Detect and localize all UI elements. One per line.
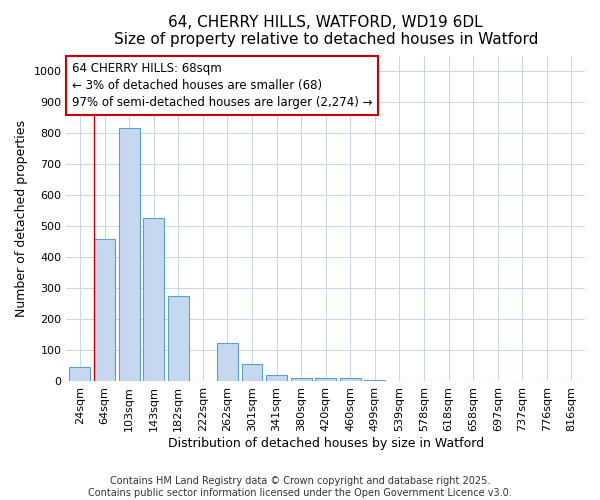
Bar xyxy=(119,128,140,382)
Text: Contains HM Land Registry data © Crown copyright and database right 2025.
Contai: Contains HM Land Registry data © Crown c… xyxy=(88,476,512,498)
Bar xyxy=(266,374,287,382)
Bar xyxy=(413,381,434,382)
Title: 64, CHERRY HILLS, WATFORD, WD19 6DL
Size of property relative to detached houses: 64, CHERRY HILLS, WATFORD, WD19 6DL Size… xyxy=(113,15,538,48)
Bar xyxy=(143,218,164,382)
Bar xyxy=(389,381,410,382)
Bar xyxy=(290,378,311,382)
Y-axis label: Number of detached properties: Number of detached properties xyxy=(15,120,28,317)
Bar xyxy=(168,296,188,382)
X-axis label: Distribution of detached houses by size in Watford: Distribution of detached houses by size … xyxy=(167,437,484,450)
Bar xyxy=(340,378,361,382)
Bar xyxy=(242,364,262,382)
Bar xyxy=(94,238,115,382)
Bar xyxy=(70,367,91,382)
Bar xyxy=(364,380,385,382)
Text: 64 CHERRY HILLS: 68sqm
← 3% of detached houses are smaller (68)
97% of semi-deta: 64 CHERRY HILLS: 68sqm ← 3% of detached … xyxy=(71,62,372,109)
Bar xyxy=(217,342,238,382)
Bar xyxy=(315,378,336,382)
